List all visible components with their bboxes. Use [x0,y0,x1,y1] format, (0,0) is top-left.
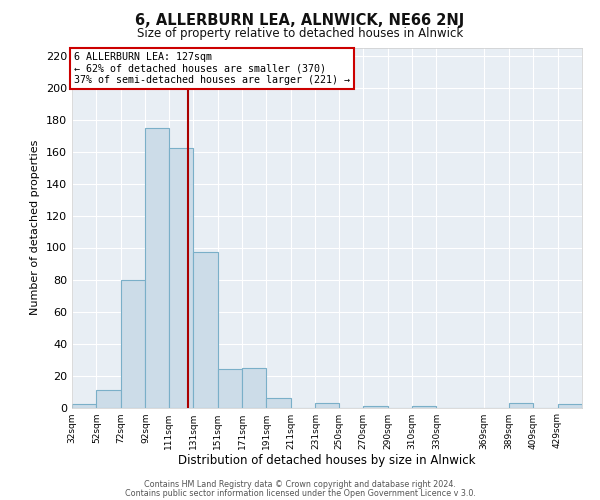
Text: 6 ALLERBURN LEA: 127sqm
← 62% of detached houses are smaller (370)
37% of semi-d: 6 ALLERBURN LEA: 127sqm ← 62% of detache… [74,52,350,86]
Bar [509,402,533,407]
Y-axis label: Number of detached properties: Number of detached properties [31,140,40,315]
Bar [169,148,193,408]
Bar [363,406,388,407]
Text: 6, ALLERBURN LEA, ALNWICK, NE66 2NJ: 6, ALLERBURN LEA, ALNWICK, NE66 2NJ [136,12,464,28]
Bar [193,252,218,408]
Bar [316,402,338,407]
Bar [72,404,97,407]
Text: Contains public sector information licensed under the Open Government Licence v : Contains public sector information licen… [125,488,475,498]
Bar [218,369,242,408]
Bar [557,404,582,407]
Bar [266,398,291,407]
Bar [145,128,169,407]
Bar [412,406,436,407]
Bar [121,280,145,407]
Text: Contains HM Land Registry data © Crown copyright and database right 2024.: Contains HM Land Registry data © Crown c… [144,480,456,489]
X-axis label: Distribution of detached houses by size in Alnwick: Distribution of detached houses by size … [178,454,476,468]
Bar [242,368,266,408]
Text: Size of property relative to detached houses in Alnwick: Size of property relative to detached ho… [137,28,463,40]
Bar [97,390,121,407]
